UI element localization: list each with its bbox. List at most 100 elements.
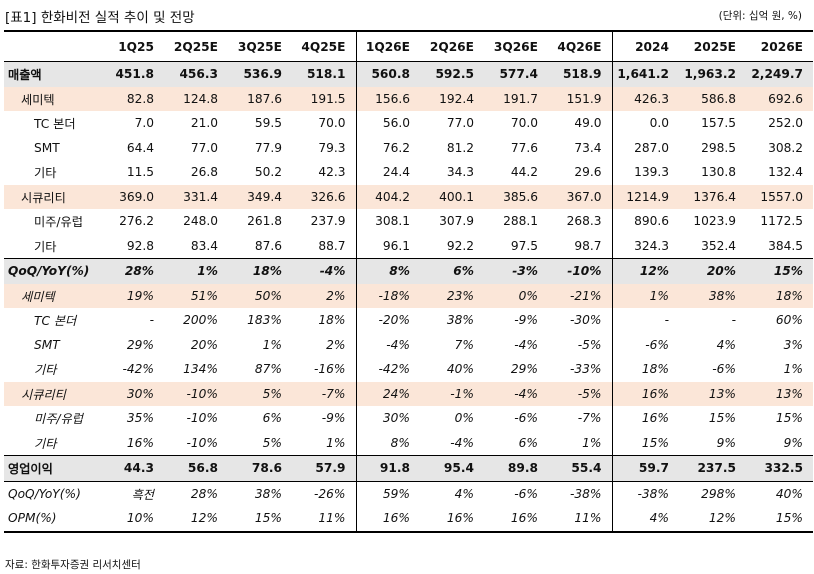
table-cell: 1214.9 [611, 184, 679, 209]
header-cell: 2Q25E [164, 30, 228, 62]
table-cell: -6% [514, 411, 538, 426]
table-cell: 50.2 [254, 165, 282, 180]
table-cell: 88.7 [318, 238, 346, 253]
table-row: 미주/유럽 35% -10% 6% -9% 30% 0% -6% -7% 16% 15% 15% [4, 406, 813, 431]
table-cell: 1% [582, 435, 602, 450]
table-cell: 15% [228, 506, 292, 533]
table-cell: 10% [100, 506, 164, 533]
table-cell: 59% [355, 480, 420, 506]
table-cell: 51% [164, 283, 228, 308]
table-cell: 7% [454, 337, 474, 352]
source-note: 자료: 한화투자증권 리서치센터 [5, 559, 141, 571]
table-cell: 12% [679, 506, 746, 533]
table-cell: - [731, 313, 736, 328]
table-header-bar: [표1] 한화비전 실적 추이 및 전망 (단위: 십억 원, %) [0, 0, 814, 30]
table-cell: 흑전 [100, 480, 164, 506]
table-row: QoQ/YoY(%) 흑전 28% 38% -26% 59% 4% -6% -38% -38% 29… [4, 480, 813, 506]
table-cell: 16% [484, 506, 548, 533]
table-cell: 19% [100, 283, 164, 308]
table-cell: 1% [783, 362, 803, 377]
table-cell: 384.5 [768, 238, 803, 253]
table-cell: 92.8 [126, 238, 154, 253]
table-row: 기타 11.5 26.8 50.2 42.3 24.4 34.3 44.2 29.6 139.3 1… [4, 160, 813, 185]
table-cell: 2% [326, 337, 346, 352]
row-label: QoQ/YoY(%) [4, 480, 100, 506]
table-cell: -5% [577, 337, 602, 352]
table-cell: 13% [679, 381, 746, 406]
table-cell: 16% [611, 406, 679, 431]
table-cell: 29% [510, 362, 538, 377]
table-cell: 38% [446, 313, 474, 328]
table-cell: 404.2 [355, 184, 420, 209]
table-cell: 30% [355, 406, 420, 431]
header-cell: 1Q25 [100, 30, 164, 62]
table-cell: 3% [783, 337, 803, 352]
table-cell: -9% [514, 313, 538, 328]
table-cell: 15% [775, 411, 803, 426]
table-cell: 1376.4 [679, 184, 746, 209]
table-row: SMT 64.4 77.0 77.9 79.3 76.2 81.2 77.6 73.4 287.0… [4, 135, 813, 160]
row-label: SMT [34, 337, 60, 352]
table-cell: 78.6 [228, 455, 292, 481]
table-cell: 577.4 [484, 61, 548, 87]
table-cell: 38% [679, 283, 746, 308]
table-cell: 4% [420, 480, 484, 506]
table-cell: 21.0 [190, 116, 218, 131]
table-cell: 15% [708, 411, 736, 426]
table-cell: 49.0 [574, 116, 602, 131]
table-cell: 0% [454, 411, 474, 426]
header-cell: 3Q25E [228, 30, 292, 62]
table-cell: 60% [775, 313, 803, 328]
table-cell: 1% [164, 258, 228, 284]
table-cell: 518.9 [548, 61, 612, 87]
table-cell: -16% [314, 362, 346, 377]
table-cell: 18% [228, 258, 292, 284]
table-row: 기타 92.8 83.4 87.6 88.7 96.1 92.2 97.5 98.7 324.3 3… [4, 233, 813, 259]
row-label: SMT [34, 140, 60, 155]
row-label: 영업이익 [4, 455, 100, 481]
table-cell: 400.1 [420, 184, 484, 209]
table-row: 기타 -42% 134% 87% -16% -42% 40% 29% -33% 18% -6% 1% [4, 357, 813, 382]
table-cell: 16% [611, 381, 679, 406]
table-cell: 298% [679, 480, 746, 506]
table-cell: 426.3 [611, 86, 679, 111]
table-cell: 15% [611, 430, 679, 456]
header-cell: 1Q26E [355, 30, 420, 62]
table-cell: 0.0 [611, 111, 679, 136]
table-cell: 55.4 [548, 455, 612, 481]
table-cell: 35% [126, 411, 154, 426]
table-cell: 20% [679, 258, 746, 284]
header-cell: 2Q26E [420, 30, 484, 62]
table-cell: -10% [548, 258, 612, 284]
header-cell: 2026E [746, 30, 813, 62]
header-cell: 2025E [679, 30, 746, 62]
table-cell: 28% [100, 258, 164, 284]
table-cell: 16% [420, 506, 484, 533]
table-cell: 98.7 [574, 238, 602, 253]
table-cell: 134% [183, 362, 218, 377]
table-cell: 1% [326, 435, 346, 450]
table-cell: 56.0 [355, 111, 420, 136]
table-cell: 87.6 [254, 238, 282, 253]
table-cell: 6% [262, 411, 282, 426]
table-cell: 5% [228, 381, 292, 406]
table-cell: 9% [783, 435, 803, 450]
row-label: 기타 [34, 239, 57, 254]
table-cell: 38% [228, 480, 292, 506]
table-cell: 456.3 [164, 61, 228, 87]
table-cell: -7% [292, 381, 356, 406]
row-label: 세미텍 [4, 86, 100, 111]
table-cell: 77.0 [190, 140, 218, 155]
table-cell: 96.1 [355, 233, 420, 259]
table-cell: 34.3 [446, 165, 474, 180]
table-cell: 15% [746, 506, 813, 533]
table-cell: -26% [292, 480, 356, 506]
table-cell: 518.1 [292, 61, 356, 87]
table-cell: -10% [186, 435, 219, 450]
table-cell: 24.4 [355, 160, 420, 185]
table-cell: -4% [355, 332, 420, 357]
table-cell: 0% [484, 283, 548, 308]
table-cell: 57.9 [292, 455, 356, 481]
table-cell: -6% [712, 362, 736, 377]
table-cell: 23% [420, 283, 484, 308]
